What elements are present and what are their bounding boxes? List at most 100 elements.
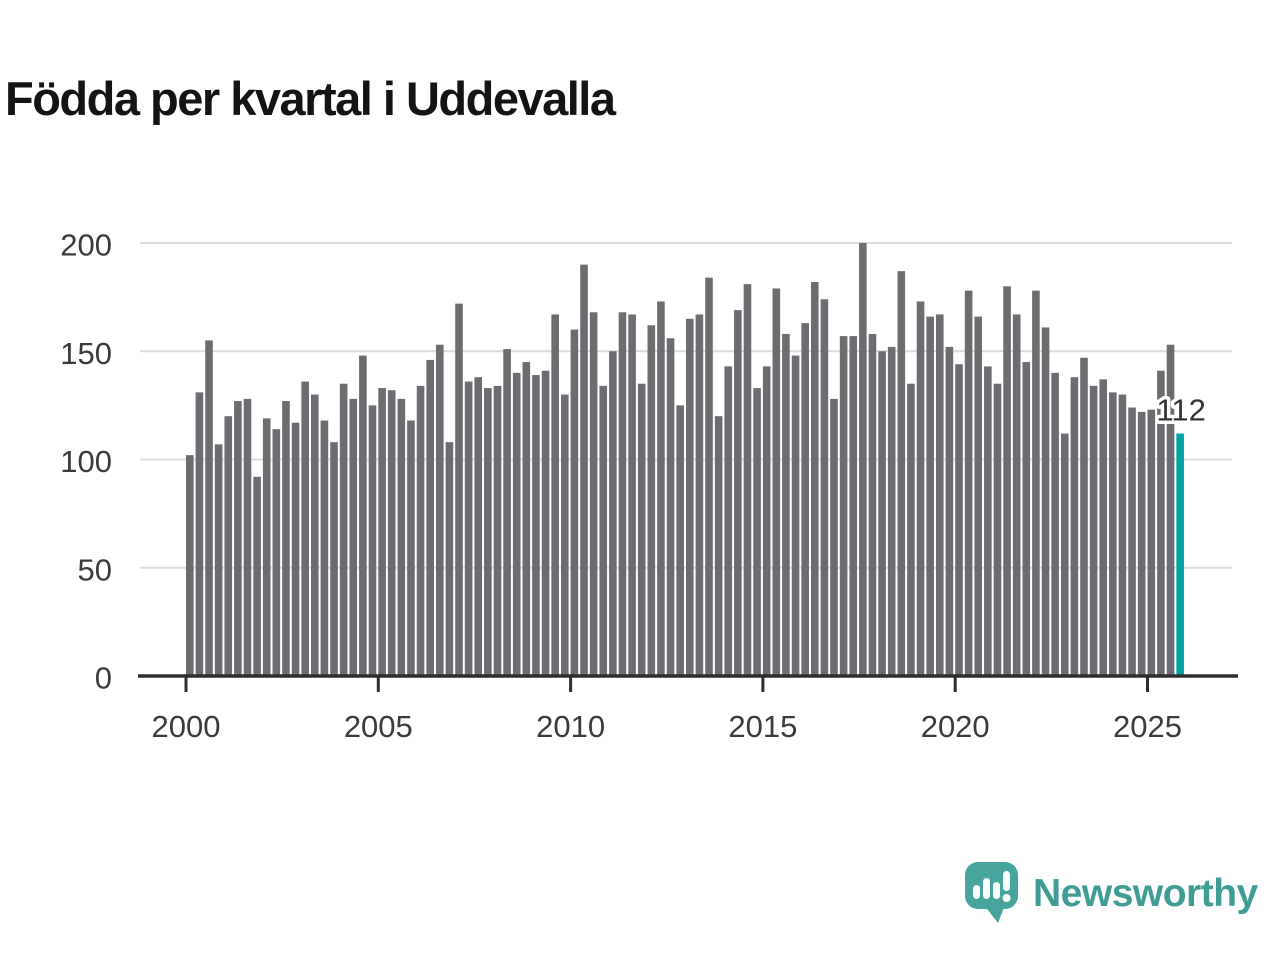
bar (743, 284, 752, 676)
bar (830, 398, 838, 676)
bar (532, 375, 540, 676)
x-axis-label: 2010 (536, 709, 605, 744)
births-bar-chart: 2000 2005 2010 2015 2020 2025 0 50 100 150 200 112 (60, 228, 1238, 744)
latest-value-label: 112 (1156, 393, 1205, 428)
x-axis-label: 2015 (728, 709, 797, 744)
bar (1099, 379, 1108, 676)
bar (599, 385, 608, 676)
bar (397, 398, 406, 676)
bar (1118, 394, 1127, 676)
bar (1070, 377, 1079, 676)
bar (368, 405, 377, 677)
bar (243, 398, 252, 676)
bar (849, 336, 858, 676)
bar (311, 394, 319, 676)
bar (685, 318, 694, 676)
bar (1012, 314, 1021, 676)
bar (484, 388, 492, 676)
bar (868, 333, 877, 676)
bar (878, 351, 886, 676)
bar (378, 388, 386, 676)
bar (1003, 286, 1011, 676)
y-axis-label: 150 (60, 336, 112, 371)
bar (339, 383, 348, 676)
bar (695, 314, 704, 676)
bar (416, 385, 425, 676)
bar (435, 344, 444, 676)
bar (897, 271, 906, 676)
bar (551, 314, 559, 676)
bar (907, 383, 915, 676)
x-axis-label: 2000 (152, 709, 221, 744)
bar (541, 370, 550, 676)
x-axis-label: 2005 (344, 709, 413, 744)
bar (926, 316, 934, 676)
bar (234, 401, 242, 676)
x-axis-label: 2020 (921, 709, 990, 744)
bar (1051, 372, 1059, 676)
bar (272, 429, 281, 676)
bar (330, 442, 338, 676)
bar (349, 398, 358, 676)
bar (782, 333, 790, 676)
bar (935, 314, 944, 676)
bar (503, 349, 511, 676)
bar (993, 383, 1002, 676)
bar (839, 336, 848, 676)
bar (791, 355, 800, 676)
bar (1089, 385, 1098, 676)
bar (628, 314, 636, 676)
page-title: Födda per kvartal i Uddevalla (5, 72, 616, 126)
bar (493, 385, 502, 676)
bar (445, 442, 454, 676)
newsworthy-logo-icon (965, 862, 1018, 923)
bar (570, 329, 579, 676)
bar (1128, 407, 1136, 676)
bar (522, 362, 531, 676)
bar (1060, 433, 1069, 676)
bar (676, 405, 684, 677)
bar (762, 366, 771, 676)
bar (820, 299, 829, 676)
bar (320, 420, 329, 676)
bar (609, 351, 617, 676)
speech-bubble-chart-icon (965, 862, 1018, 923)
bar (407, 420, 415, 676)
bar (714, 416, 723, 676)
bar (359, 355, 367, 676)
bar-latest-quarter (1176, 433, 1184, 676)
bar (253, 476, 261, 676)
y-axis-label: 200 (60, 228, 112, 263)
bar (810, 281, 819, 676)
bar (186, 455, 194, 676)
bar (618, 312, 627, 676)
bar (1032, 290, 1040, 676)
bar (859, 243, 867, 676)
bar (1080, 357, 1088, 676)
bar (262, 418, 271, 676)
bar (964, 290, 973, 676)
bar (705, 277, 713, 676)
bar (464, 381, 473, 676)
x-axis-label: 2025 (1113, 709, 1182, 744)
y-axis-label: 0 (95, 661, 112, 696)
bar (724, 366, 733, 676)
bar (301, 381, 309, 676)
bar (474, 377, 483, 676)
y-axis-label: 50 (78, 552, 112, 587)
bar (801, 323, 809, 676)
y-axis-label: 100 (60, 444, 112, 479)
bar (772, 288, 781, 676)
bar (666, 338, 675, 676)
bar (647, 325, 656, 676)
bar (589, 312, 598, 676)
bar (1166, 344, 1175, 676)
newsworthy-logo-text: Newsworthy (1033, 872, 1258, 915)
bar (426, 359, 434, 676)
bar (387, 390, 396, 676)
bar (282, 401, 290, 676)
bar (1137, 411, 1146, 676)
bar (1041, 327, 1050, 676)
bar (734, 310, 742, 676)
bar (580, 264, 588, 676)
